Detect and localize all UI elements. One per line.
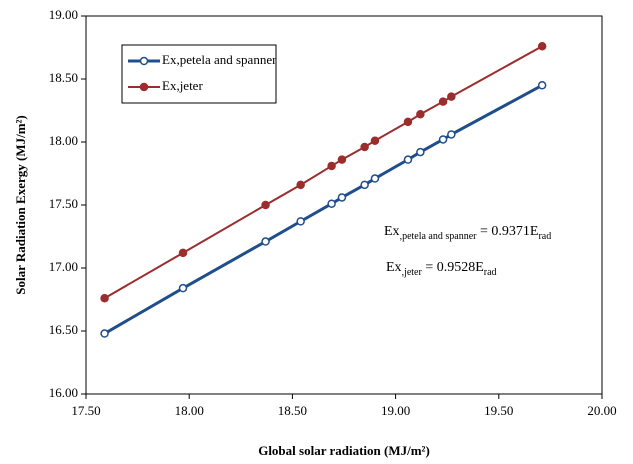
data-point (438, 97, 448, 106)
data-point (327, 199, 336, 208)
data-point (178, 248, 188, 258)
data-point (537, 81, 547, 90)
data-point (537, 41, 547, 51)
x-tick-label: 17.50 (71, 403, 100, 418)
data-point (296, 217, 305, 226)
legend-box (121, 44, 277, 104)
annotation-base: Ex (386, 260, 402, 275)
annotation-subscript: ,jeter (402, 267, 423, 278)
data-point (416, 147, 425, 157)
annotation-unit-subscript: rad (538, 231, 551, 242)
annotation: Ex,petela and spanner = 0.9371Erad (384, 224, 551, 242)
y-tick-label: 17.50 (49, 196, 78, 211)
legend-marker (139, 82, 149, 92)
x-tick-label: 19.50 (484, 403, 513, 418)
data-point (360, 142, 369, 152)
legend-label: Ex,jeter (162, 78, 203, 93)
data-point (447, 92, 456, 101)
data-point (337, 193, 347, 202)
data-point (261, 200, 270, 210)
data-point (403, 117, 413, 127)
y-tick-label: 19.00 (49, 7, 78, 22)
annotation-equation: = 0.9528E (422, 260, 484, 275)
data-point (370, 174, 380, 183)
annotation-unit-subscript: rad (484, 267, 497, 278)
y-tick-label: 16.00 (49, 385, 78, 400)
x-tick-label: 19.00 (381, 403, 410, 418)
y-tick-label: 18.00 (49, 133, 78, 148)
x-axis-label: Global solar radiation (MJ/m²) (258, 443, 430, 458)
data-point (337, 155, 347, 164)
annotation-equation: = 0.9371E (476, 224, 538, 239)
legend-marker (139, 56, 149, 66)
data-point (296, 180, 305, 190)
y-axis-label: Solar Radiation Exergy (MJ/m²) (13, 115, 28, 295)
data-point (447, 130, 456, 139)
data-point (438, 135, 448, 144)
data-point (100, 293, 109, 303)
y-tick-label: 17.00 (49, 259, 78, 274)
x-tick-label: 20.00 (587, 403, 616, 418)
series-line (103, 83, 543, 335)
annotation-subscript: ,petela and spanner (400, 231, 478, 242)
x-tick-label: 18.00 (175, 403, 204, 418)
data-point (327, 161, 336, 171)
data-point (178, 283, 188, 293)
y-tick-label: 18.50 (49, 70, 78, 85)
data-point (261, 237, 270, 246)
data-point (403, 155, 413, 164)
data-point (100, 329, 109, 338)
x-tick-label: 18.50 (278, 403, 307, 418)
data-point (360, 180, 369, 190)
y-tick-label: 16.50 (49, 322, 78, 337)
annotation: Ex,jeter = 0.9528Erad (386, 260, 497, 278)
legend-label: Ex,petela and spanner (162, 52, 277, 67)
data-point (416, 110, 425, 119)
data-point (370, 136, 380, 145)
annotation-base: Ex (384, 224, 400, 239)
